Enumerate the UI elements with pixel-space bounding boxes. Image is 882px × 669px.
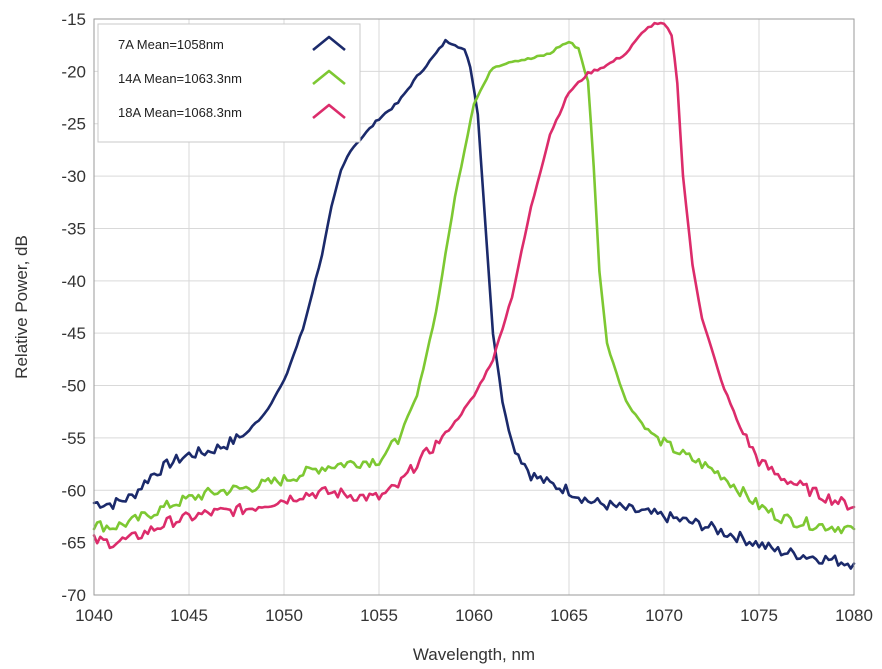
y-tick-label: -35 [61,219,86,238]
x-tick-label: 1040 [75,606,113,625]
legend-label: 18A Mean=1068.3nm [118,105,242,120]
x-tick-label: 1060 [455,606,493,625]
x-axis-ticks: 1040 1045 1050 1055 1060 1065 1070 1075 1080 [75,606,873,625]
legend-swatch [312,69,346,86]
legend-label: 14A Mean=1063.3nm [118,71,242,86]
x-tick-label: 1050 [265,606,303,625]
series-lines [92,21,856,570]
y-axis-title: Relative Power, dB [12,235,31,379]
y-tick-label: -60 [61,481,86,500]
y-tick-label: -20 [61,62,86,81]
y-tick-label: -15 [61,10,86,29]
x-tick-label: 1065 [550,606,588,625]
y-axis-ticks: -15 -20 -25 -30 -35 -40 -45 -50 -55 -60 -65 -70 [61,10,86,605]
legend-label: 7A Mean=1058nm [118,37,224,52]
y-tick-label: -50 [61,377,86,396]
y-tick-label: -25 [61,115,86,134]
y-tick-label: -55 [61,429,86,448]
legend-swatch [312,103,346,120]
x-tick-label: 1055 [360,606,398,625]
x-tick-label: 1075 [740,606,778,625]
y-tick-label: -30 [61,167,86,186]
x-axis-title: Wavelength, nm [413,645,535,664]
legend-box [97,23,361,143]
x-tick-label: 1070 [645,606,683,625]
series-line-2 [92,40,856,535]
y-tick-label: -40 [61,272,86,291]
legend-swatch [312,35,346,52]
series-line-1 [92,38,856,570]
series-line-3 [92,21,856,550]
y-tick-label: -70 [61,586,86,605]
x-tick-label: 1080 [835,606,873,625]
plot-frame [93,18,855,596]
legend: 7A Mean=1058nm 14A Mean=1063.3nm 18A Mean=… [97,23,361,143]
x-tick-label: 1045 [170,606,208,625]
y-tick-label: -45 [61,324,86,343]
y-tick-label: -65 [61,534,86,553]
